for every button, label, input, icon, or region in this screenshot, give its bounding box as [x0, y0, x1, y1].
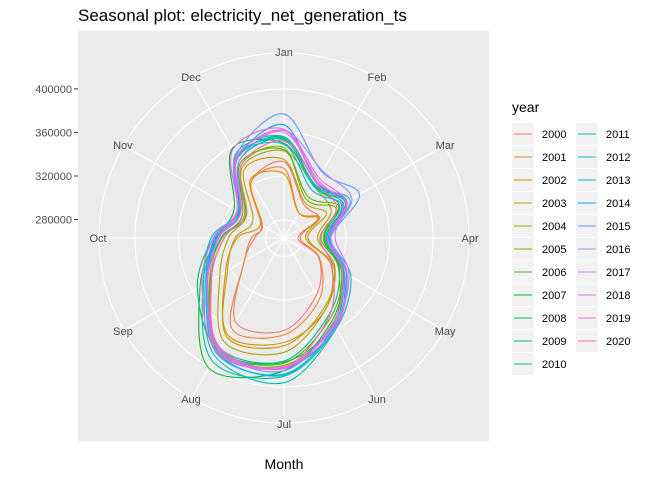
legend-label-2003: 2003 — [542, 198, 566, 210]
month-label-feb: Feb — [368, 72, 387, 84]
r-tick-label: 400000 — [35, 84, 72, 96]
chart-title: Seasonal plot: electricity_net_generatio… — [78, 6, 407, 25]
legend-label-2015: 2015 — [606, 221, 630, 233]
legend-label-2016: 2016 — [606, 244, 630, 256]
month-label-mar: Mar — [436, 140, 455, 152]
grid-spoke — [283, 145, 445, 239]
r-tick-label: 360000 — [35, 127, 72, 139]
series-line-2003 — [221, 156, 336, 349]
series-line-2007 — [198, 138, 344, 379]
x-axis-title: Month — [265, 456, 304, 472]
month-label-jul: Jul — [277, 419, 291, 431]
series-line-2002 — [221, 170, 334, 346]
legend-label-2011: 2011 — [606, 129, 630, 141]
legend-label-2009: 2009 — [542, 336, 566, 348]
month-label-sep: Sep — [113, 326, 133, 338]
legend-label-2000: 2000 — [542, 129, 566, 141]
series-line-2001 — [229, 166, 324, 339]
series-line-2019 — [207, 129, 347, 371]
grid-spoke — [283, 237, 445, 331]
radial-axis: 280000 320000 360000 400000 — [35, 84, 78, 227]
month-label-nov: Nov — [113, 140, 133, 152]
legend-label-2008: 2008 — [542, 313, 566, 325]
month-label-oct: Oct — [89, 233, 106, 245]
r-tick-label: 280000 — [35, 215, 72, 227]
legend-label-2012: 2012 — [606, 152, 630, 164]
legend-label-2001: 2001 — [542, 152, 566, 164]
legend-title: year — [512, 99, 540, 115]
legend-label-2013: 2013 — [606, 175, 630, 187]
month-labels: Jan Feb Mar Apr May Jun Jul Aug Sep Oct Nov Dec — [89, 47, 478, 431]
series-lines — [196, 113, 360, 385]
series-line-2017 — [209, 131, 350, 369]
legend-label-2004: 2004 — [542, 221, 566, 233]
legend-label-2007: 2007 — [542, 290, 566, 302]
month-label-dec: Dec — [181, 72, 201, 84]
legend-label-2005: 2005 — [542, 244, 566, 256]
legend-label-2020: 2020 — [606, 336, 630, 348]
legend-label-2014: 2014 — [606, 198, 630, 210]
series-line-2004 — [217, 149, 336, 356]
month-label-jun: Jun — [368, 394, 386, 406]
series-line-2020 — [210, 140, 338, 370]
grid-spoke — [123, 145, 285, 239]
series-line-2006 — [209, 147, 343, 366]
month-label-jan: Jan — [275, 47, 293, 59]
legend-label-2006: 2006 — [542, 267, 566, 279]
legend-label-2019: 2019 — [606, 313, 630, 325]
polar-grid — [98, 52, 470, 424]
legend-label-2002: 2002 — [542, 175, 566, 187]
legend-label-2017: 2017 — [606, 267, 630, 279]
grid-spoke — [283, 77, 377, 239]
legend-label-2018: 2018 — [606, 290, 630, 302]
series-line-2005 — [208, 145, 341, 368]
month-label-apr: Apr — [461, 233, 478, 245]
legend-label-2010: 2010 — [542, 359, 566, 371]
legend: year 2000 2001 2002 2003 2004 2005 2006 2007 200… — [512, 99, 630, 375]
series-line-2013 — [206, 141, 348, 376]
month-label-may: May — [435, 326, 456, 338]
month-label-aug: Aug — [181, 394, 201, 406]
series-line-2000 — [233, 160, 322, 334]
grid-spoke — [191, 237, 285, 399]
r-tick-label: 320000 — [35, 171, 72, 183]
